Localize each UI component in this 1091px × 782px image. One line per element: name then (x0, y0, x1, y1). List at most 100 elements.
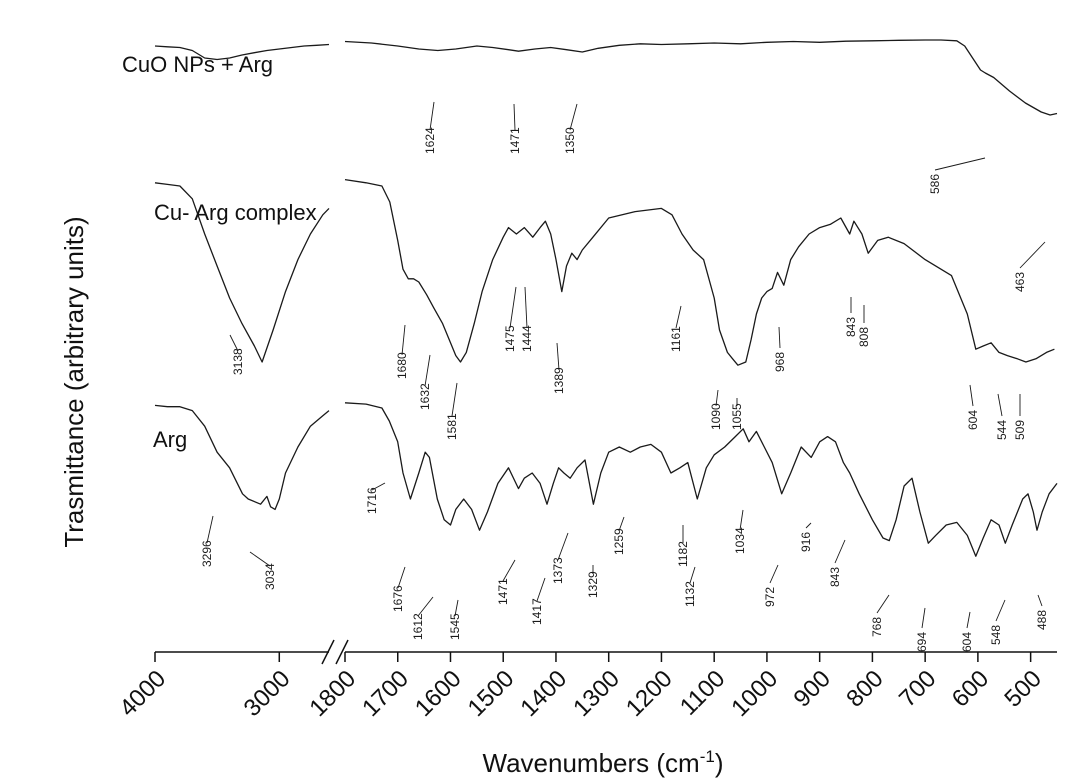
peak-label: 1581 (445, 413, 459, 440)
peak-label: 916 (799, 532, 813, 552)
peak-leader (934, 157, 986, 171)
peak-leader (805, 522, 812, 529)
peak-leader (569, 103, 578, 131)
peak-leader (524, 286, 528, 329)
spectra-group (154, 39, 1058, 557)
x-tick-label: 1800 (304, 665, 361, 722)
peak-label: 586 (928, 174, 942, 194)
x-tick-label: 800 (841, 665, 888, 712)
peak-label: 544 (995, 420, 1009, 440)
peak-leader (401, 324, 406, 356)
x-axis-title-sup: -1 (700, 747, 715, 766)
peak-label: 1182 (676, 541, 690, 567)
spectrum-line-2-low (154, 182, 330, 363)
peak-leader (557, 532, 569, 561)
x-tick-label: 700 (894, 665, 941, 712)
spectrum-line-3-high (344, 402, 1058, 557)
peak-leader (454, 599, 459, 617)
peak-label: 1329 (586, 571, 600, 598)
peak-leader (429, 101, 435, 131)
peak-leader (876, 594, 890, 614)
peak-label: 1471 (508, 127, 522, 154)
peak-leader (969, 384, 974, 407)
x-axis-title: Wavenumbers (cm-1) (483, 747, 724, 778)
peak-label: 604 (960, 632, 974, 652)
peak-leader (371, 482, 386, 491)
series-label-2: Cu- Arg complex (154, 200, 317, 225)
peak-label: 463 (1013, 272, 1027, 292)
peak-leader (1037, 594, 1043, 607)
axis-break-mark-1 (321, 639, 335, 665)
peak-leader (229, 334, 239, 352)
peak-leader (921, 607, 926, 629)
x-tick-label: 4000 (114, 665, 171, 722)
peak-label: 1716 (365, 487, 379, 514)
peak-label: 1471 (496, 578, 510, 605)
peak-leader (995, 599, 1006, 622)
x-tick-label: 1000 (726, 665, 783, 722)
peak-label: 843 (828, 567, 842, 587)
peak-label: 3138 (231, 348, 245, 375)
peak-label: 3296 (200, 540, 214, 567)
x-axis-title-base: Wavenumbers (cm (483, 748, 700, 778)
peak-label: 694 (915, 632, 929, 652)
peak-leader (424, 354, 431, 387)
peak-label: 1034 (733, 527, 747, 554)
peak-label: 1259 (612, 528, 626, 555)
peak-label: 1624 (423, 127, 437, 154)
peak-leader (417, 596, 434, 617)
peak-label: 1417 (530, 598, 544, 625)
peak-label: 1389 (552, 367, 566, 394)
x-ticks: 4000 3000 18001700160015001400130012001100… (114, 652, 1047, 722)
peak-label: 843 (844, 317, 858, 337)
x-tick-label: 1700 (357, 665, 414, 722)
series-labels: CuO NPs + Arg Cu- Arg complex Arg (122, 52, 317, 452)
peak-label: 972 (763, 587, 777, 607)
peak-leader (249, 551, 271, 567)
peak-label: 1444 (520, 325, 534, 352)
peak-leader (618, 516, 625, 532)
peak-leader (502, 559, 516, 582)
peak-leader (769, 564, 779, 584)
peak-label: 1055 (730, 403, 744, 430)
peak-label: 1475 (503, 325, 517, 352)
peak-label: 1612 (411, 613, 425, 640)
x-tick-label: 1200 (621, 665, 678, 722)
axis-break-mark-2 (335, 639, 349, 665)
spectrum-line-2-high (344, 178, 1055, 366)
x-tick-label: 1400 (515, 665, 572, 722)
peak-label: 1545 (448, 613, 462, 640)
peak-leader (509, 286, 517, 329)
spectrum-line-1-low (154, 43, 330, 61)
peak-leader (834, 539, 846, 564)
peak-leader (778, 326, 781, 349)
peak-label: 604 (966, 410, 980, 430)
peak-label: 1632 (418, 383, 432, 410)
x-tick-label: 1300 (568, 665, 625, 722)
x-tick-label: 1500 (463, 665, 520, 722)
peak-leader (675, 305, 682, 329)
peak-leader (397, 566, 406, 589)
peak-label: 488 (1035, 610, 1049, 630)
peak-leader (715, 389, 719, 407)
peak-leader (451, 382, 458, 417)
spectrum-line-1-high (344, 39, 1058, 116)
x-tick-label: 600 (947, 665, 994, 712)
peak-label: 1373 (551, 557, 565, 584)
peak-leader (513, 103, 516, 131)
series-label-3: Arg (153, 427, 187, 452)
x-tick-label: 1100 (675, 665, 731, 721)
peak-leader (689, 566, 696, 584)
peak-label: 509 (1013, 420, 1027, 440)
peak-label: 3034 (263, 563, 277, 590)
peak-leader (536, 577, 546, 602)
x-axis: 4000 3000 18001700160015001400130012001100… (114, 639, 1057, 722)
peak-label: 548 (989, 625, 1003, 645)
peak-label: 1161 (669, 326, 683, 352)
peak-label: 1350 (563, 127, 577, 154)
peak-leader (966, 611, 971, 629)
series-label-1: CuO NPs + Arg (122, 52, 273, 77)
peak-label: 968 (773, 352, 787, 372)
peak-leader (1019, 241, 1046, 269)
